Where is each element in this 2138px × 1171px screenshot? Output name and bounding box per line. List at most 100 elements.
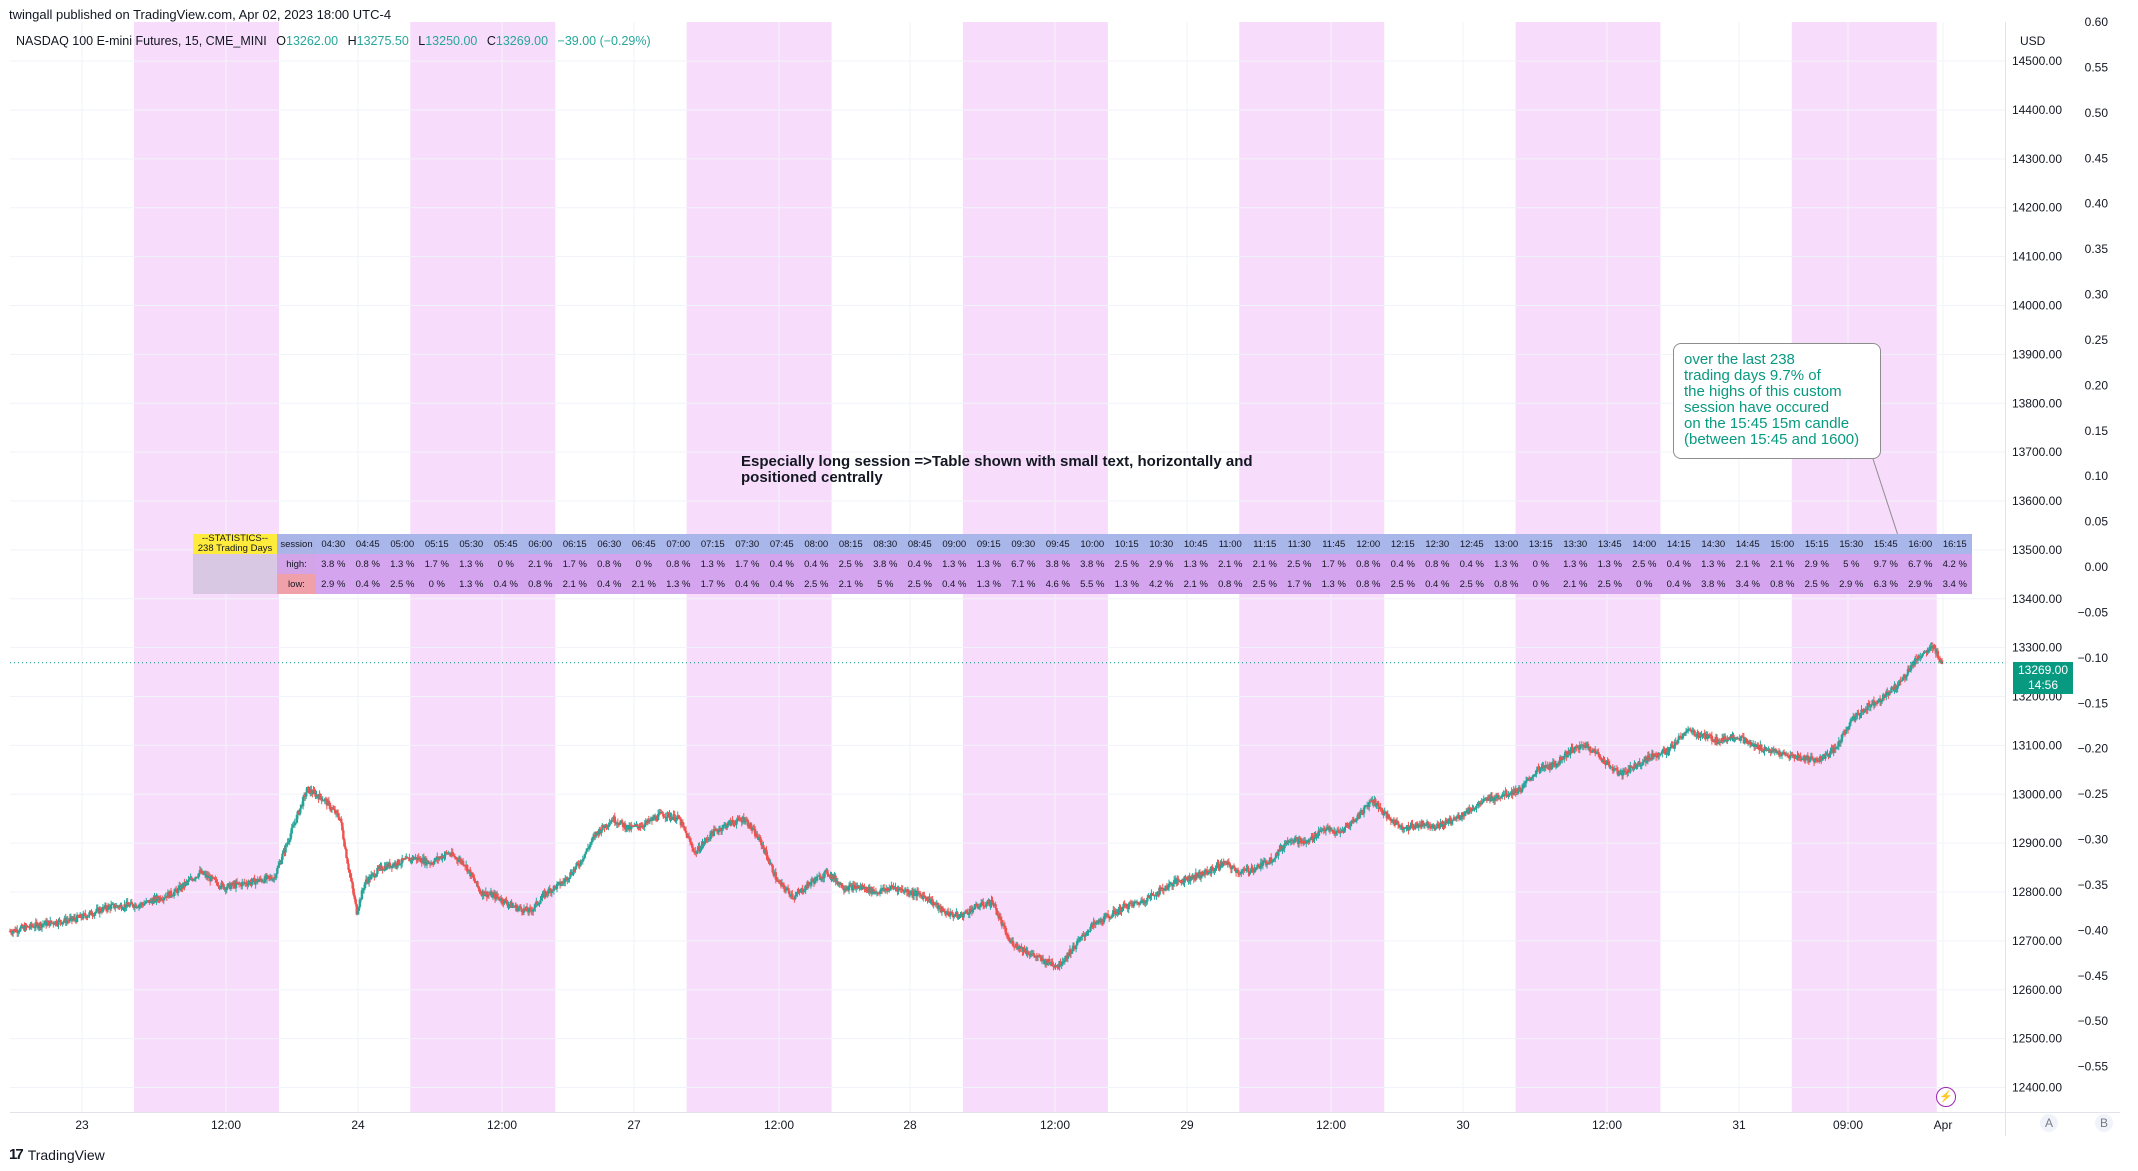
- candle-body: [1885, 691, 1888, 697]
- high-pct-cell: 0.4 %: [799, 554, 834, 574]
- candle-body: [361, 889, 365, 891]
- candle-body: [791, 893, 794, 898]
- candle-body: [1676, 739, 1679, 744]
- candle-body: [476, 881, 479, 887]
- candle-body: [1404, 827, 1407, 829]
- indicator-tick-label: −0.05: [2078, 605, 2109, 619]
- candle-body: [1409, 825, 1412, 827]
- candle-body: [413, 857, 416, 860]
- candle-body: [1760, 744, 1763, 751]
- candle-body: [1894, 684, 1897, 690]
- candle-body: [1066, 952, 1070, 959]
- symbol-name[interactable]: NASDAQ 100 E-mini Futures, 15, CME_MINI: [16, 34, 267, 48]
- candle-body: [1215, 865, 1218, 869]
- price-tick-label: 14200.00: [2012, 201, 2062, 215]
- candle-body: [1430, 825, 1434, 828]
- candle-body: [1641, 762, 1644, 766]
- high-pct-cell: 2.5 %: [1627, 554, 1662, 574]
- candle-body: [1791, 754, 1794, 756]
- candle-body: [587, 847, 591, 849]
- candle-body: [457, 860, 461, 862]
- candle-body: [1618, 772, 1622, 775]
- candle-body: [890, 885, 893, 889]
- candle-body: [1016, 943, 1019, 948]
- candle-body: [1500, 796, 1503, 799]
- badge-b[interactable]: B: [2095, 1114, 2113, 1132]
- candle-body: [1600, 758, 1603, 761]
- candle-body: [1424, 824, 1428, 826]
- candle-body: [1379, 807, 1382, 809]
- candle-body: [547, 888, 550, 894]
- low-pct-cell: 0.4 %: [1420, 574, 1455, 594]
- candle-body: [671, 817, 674, 820]
- candle-body: [721, 825, 725, 829]
- candle-body: [1167, 883, 1171, 888]
- callout-annotation[interactable]: over the last 238 trading days 9.7% of t…: [1673, 343, 1881, 459]
- candle-body: [759, 836, 762, 840]
- candle-body: [1683, 733, 1687, 736]
- candle-body: [1255, 867, 1258, 870]
- candle-body: [1087, 931, 1090, 933]
- low-pct-cell: 0.8 %: [1765, 574, 1800, 594]
- candle-body: [658, 812, 662, 814]
- candle-body: [1844, 730, 1848, 734]
- candle-body: [118, 905, 121, 908]
- candle-body: [1824, 755, 1827, 759]
- session-time-cell: 05:00: [385, 534, 420, 554]
- candle-body: [131, 903, 135, 907]
- candle-body: [525, 906, 529, 912]
- price-axis-ticks: 12400.00 12500.00 12600.00 12700.00 12800.00…: [2012, 54, 2062, 1094]
- candle-body: [683, 827, 687, 831]
- candle-body: [1669, 747, 1672, 749]
- badge-a[interactable]: A: [2040, 1114, 2058, 1132]
- candle-body: [18, 931, 21, 933]
- candle-body: [563, 882, 566, 884]
- candle-body: [1361, 813, 1365, 815]
- candle-body: [1757, 744, 1760, 750]
- session-time-cell: 13:45: [1592, 534, 1627, 554]
- low-pct-cell: 4.2 %: [1144, 574, 1179, 594]
- candle-body: [1922, 652, 1925, 654]
- candle-body: [453, 855, 457, 858]
- high-pct-cell: 1.3 %: [1489, 554, 1524, 574]
- candle-body: [1775, 752, 1779, 754]
- candle-body: [1388, 817, 1392, 819]
- candle-body: [1783, 753, 1787, 755]
- candle-body: [1636, 763, 1639, 768]
- candle-body: [1444, 820, 1447, 826]
- candle-body: [700, 845, 703, 850]
- candle-body: [951, 912, 954, 915]
- candle-body: [488, 894, 492, 896]
- lightning-icon[interactable]: ⚡: [1936, 1087, 1956, 1107]
- candle-body: [1685, 730, 1689, 733]
- candle-body: [690, 843, 694, 848]
- candle-body: [989, 904, 992, 906]
- candle-body: [1012, 946, 1016, 948]
- session-time-cell: 05:45: [488, 534, 523, 554]
- candle-body: [999, 916, 1002, 921]
- candle-body: [883, 889, 887, 891]
- candle-body: [1198, 872, 1202, 878]
- candle-body: [289, 833, 292, 840]
- candle-body: [1552, 762, 1556, 765]
- low-pct-cell: 0.4 %: [592, 574, 627, 594]
- candle-body: [1624, 771, 1628, 773]
- candle-body: [618, 822, 622, 825]
- candle-body: [94, 911, 97, 914]
- low-pct-cell: 1.7 %: [1282, 574, 1317, 594]
- high-pct-cell: 6.7 %: [1006, 554, 1041, 574]
- low-pct-cell: 1.3 %: [1109, 574, 1144, 594]
- low-pct-cell: 5.5 %: [1075, 574, 1110, 594]
- candle-body: [889, 888, 892, 891]
- candle-body: [954, 915, 957, 917]
- low-pct-cell: 1.3 %: [661, 574, 696, 594]
- candle-body: [826, 869, 829, 875]
- candle-body: [1486, 796, 1490, 801]
- candle-body: [357, 906, 361, 911]
- text-annotation[interactable]: Especially long session =>Table shown wi…: [741, 453, 1253, 486]
- candle-body: [564, 879, 567, 883]
- candle-body: [114, 907, 117, 909]
- candle-body: [736, 817, 739, 822]
- candle-body: [1660, 753, 1663, 755]
- candle-body: [1472, 807, 1475, 810]
